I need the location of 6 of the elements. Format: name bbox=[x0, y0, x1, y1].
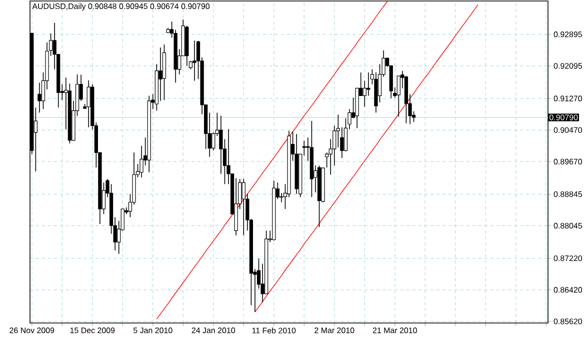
candlestick bbox=[192, 40, 196, 82]
candlestick bbox=[212, 132, 216, 151]
candlestick bbox=[86, 80, 90, 128]
candlestick bbox=[38, 82, 42, 114]
candlestick bbox=[158, 47, 162, 102]
candlestick bbox=[242, 178, 246, 236]
